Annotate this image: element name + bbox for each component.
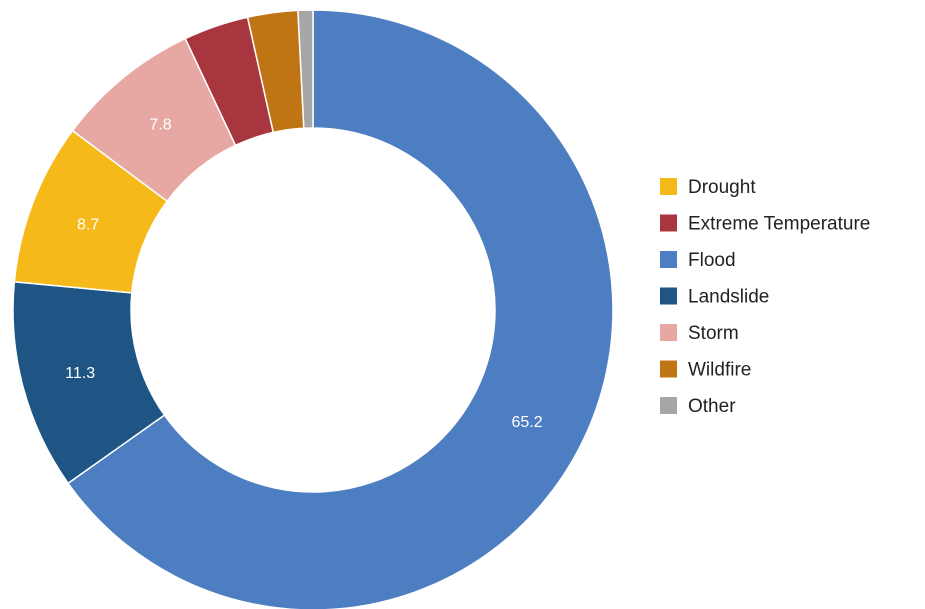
slice-value-labels: 65.2 11.3 8.7 7.8 [65, 116, 543, 430]
legend-label-drought: Drought [688, 177, 756, 198]
legend-label-extreme-temperature: Extreme Temperature [688, 214, 870, 235]
donut-slices [12, 9, 614, 609]
legend: Drought Extreme Temperature Flood Landslide… [660, 177, 870, 417]
legend-swatch-flood [660, 251, 677, 268]
slice-label-storm: 7.8 [149, 116, 171, 133]
legend-label-landslide: Landslide [688, 287, 769, 308]
legend-swatch-wildfire [660, 360, 677, 378]
slice-other [297, 9, 314, 130]
legend-label-wildfire: Wildfire [688, 360, 751, 381]
slice-flood [67, 9, 614, 609]
legend-swatch-storm [660, 324, 677, 341]
slice-label-drought: 8.7 [77, 216, 99, 233]
legend-label-other: Other [688, 396, 736, 417]
legend-swatch-other [660, 397, 677, 414]
legend-label-storm: Storm [688, 323, 739, 344]
slice-label-landslide: 11.3 [65, 365, 95, 382]
legend-label-flood: Flood [688, 250, 736, 271]
slice-label-flood: 65.2 [511, 414, 542, 431]
legend-swatch-landslide [660, 287, 677, 305]
legend-swatch-drought [660, 178, 677, 195]
legend-swatch-extreme-temperature [660, 214, 677, 232]
